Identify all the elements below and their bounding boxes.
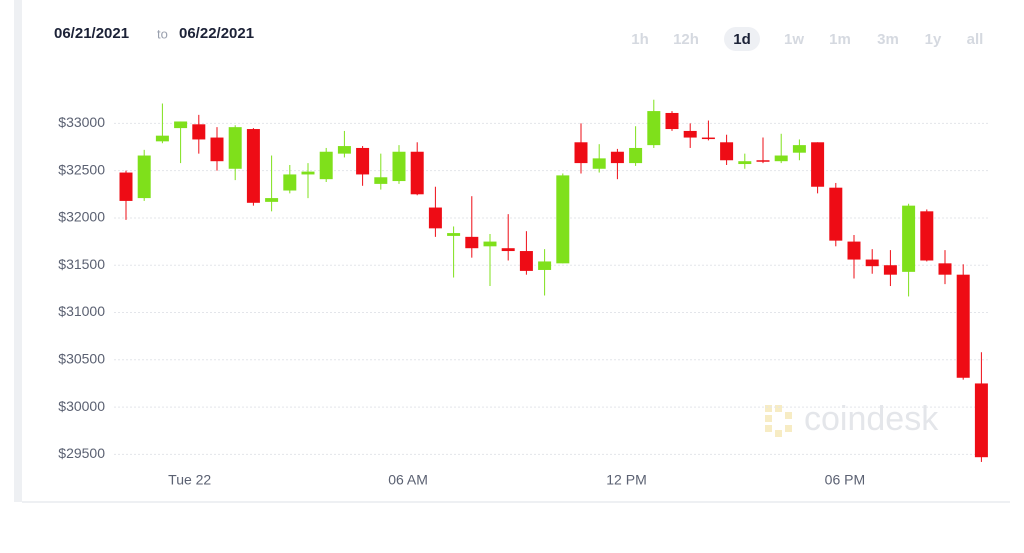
start-date: 06/21/2021 <box>54 25 129 42</box>
candle-body <box>155 135 169 142</box>
candle-body <box>920 211 934 261</box>
candle-body <box>137 155 151 199</box>
candle-body <box>538 261 552 270</box>
range-button-bg <box>724 27 760 51</box>
candle-body <box>701 137 715 140</box>
end-date: 06/22/2021 <box>179 25 254 42</box>
candle-body <box>938 263 952 275</box>
candle-body <box>647 111 661 146</box>
candle-body <box>756 160 770 162</box>
candle-body <box>629 147 643 164</box>
candle-body <box>301 171 315 175</box>
range-button[interactable]: 1h <box>631 31 649 48</box>
candle-body <box>720 142 734 161</box>
candle-body <box>829 187 843 241</box>
candle-body <box>374 177 388 184</box>
range-button[interactable]: 1d <box>733 31 751 48</box>
candle-body <box>847 241 861 260</box>
candle-body <box>265 198 279 202</box>
range-button[interactable]: 3m <box>877 31 899 48</box>
side-strip <box>14 0 22 502</box>
candle-body <box>428 207 442 229</box>
y-tick-label: $31500 <box>58 256 105 272</box>
date-separator: to <box>157 26 168 41</box>
x-tick-label: 06 PM <box>825 472 865 488</box>
candle-body <box>792 145 806 153</box>
x-tick-label: Tue 22 <box>168 472 211 488</box>
candle-body <box>738 161 752 165</box>
range-button[interactable]: 1w <box>784 31 804 48</box>
x-tick-label: 12 PM <box>606 472 646 488</box>
range-button[interactable]: 1y <box>925 31 942 48</box>
y-tick-label: $29500 <box>58 445 105 461</box>
y-tick-label: $30500 <box>58 351 105 367</box>
range-button[interactable]: 12h <box>673 31 699 48</box>
candle-body <box>174 121 188 129</box>
candle-body <box>774 155 788 162</box>
candle-body <box>865 259 879 267</box>
candle-body <box>592 158 606 169</box>
candle-body <box>447 233 461 236</box>
range-button[interactable]: all <box>967 31 984 48</box>
candle-body <box>392 151 406 182</box>
y-tick-label: $33000 <box>58 114 105 130</box>
candle-body <box>556 175 570 264</box>
watermark: coindesk <box>804 400 939 438</box>
candle-body <box>956 274 970 378</box>
candle-body <box>283 174 297 191</box>
candle-body <box>683 130 697 138</box>
y-tick-label: $31000 <box>58 303 105 319</box>
candle-body <box>228 127 242 169</box>
candle-body <box>519 251 533 271</box>
candle-body <box>974 383 988 458</box>
candle-body <box>356 147 370 175</box>
candle-body <box>574 142 588 164</box>
candle-body <box>337 146 351 154</box>
candle-body <box>410 151 424 195</box>
candle-body <box>811 142 825 187</box>
candle-body <box>210 137 224 162</box>
y-tick-label: $30000 <box>58 398 105 414</box>
candle-body <box>665 112 679 130</box>
range-button[interactable]: 1m <box>829 31 851 48</box>
y-tick-label: $32500 <box>58 161 105 177</box>
candle-body <box>119 172 133 201</box>
watermark-logo <box>765 405 792 437</box>
candle-body <box>465 236 479 249</box>
y-tick-label: $32000 <box>58 209 105 225</box>
candle-body <box>319 151 333 180</box>
candle-body <box>610 151 624 164</box>
candle-body <box>883 265 897 275</box>
candle-body <box>192 124 206 140</box>
candle-body <box>501 248 515 252</box>
candle-body <box>483 241 497 247</box>
candle-body <box>246 129 260 203</box>
x-tick-label: 06 AM <box>388 472 428 488</box>
candle-body <box>902 205 916 272</box>
